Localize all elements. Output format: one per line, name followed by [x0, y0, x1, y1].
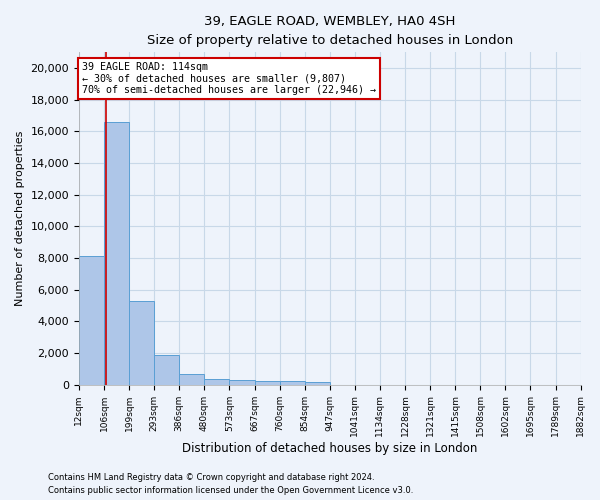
Bar: [254, 382, 280, 384]
Title: 39, EAGLE ROAD, WEMBLEY, HA0 4SH
Size of property relative to detached houses in: 39, EAGLE ROAD, WEMBLEY, HA0 4SH Size of…: [146, 15, 513, 47]
Bar: [179, 374, 205, 384]
X-axis label: Distribution of detached houses by size in London: Distribution of detached houses by size …: [182, 442, 478, 455]
Bar: [79, 256, 104, 384]
Bar: [305, 382, 330, 384]
Text: 39 EAGLE ROAD: 114sqm
← 30% of detached houses are smaller (9,807)
70% of semi-d: 39 EAGLE ROAD: 114sqm ← 30% of detached …: [82, 62, 376, 95]
Bar: [129, 300, 154, 384]
Bar: [104, 122, 129, 384]
Y-axis label: Number of detached properties: Number of detached properties: [15, 131, 25, 306]
Bar: [280, 382, 305, 384]
Bar: [205, 379, 229, 384]
Bar: [229, 380, 254, 384]
Bar: [154, 356, 179, 384]
Text: Contains HM Land Registry data © Crown copyright and database right 2024.
Contai: Contains HM Land Registry data © Crown c…: [48, 474, 413, 495]
